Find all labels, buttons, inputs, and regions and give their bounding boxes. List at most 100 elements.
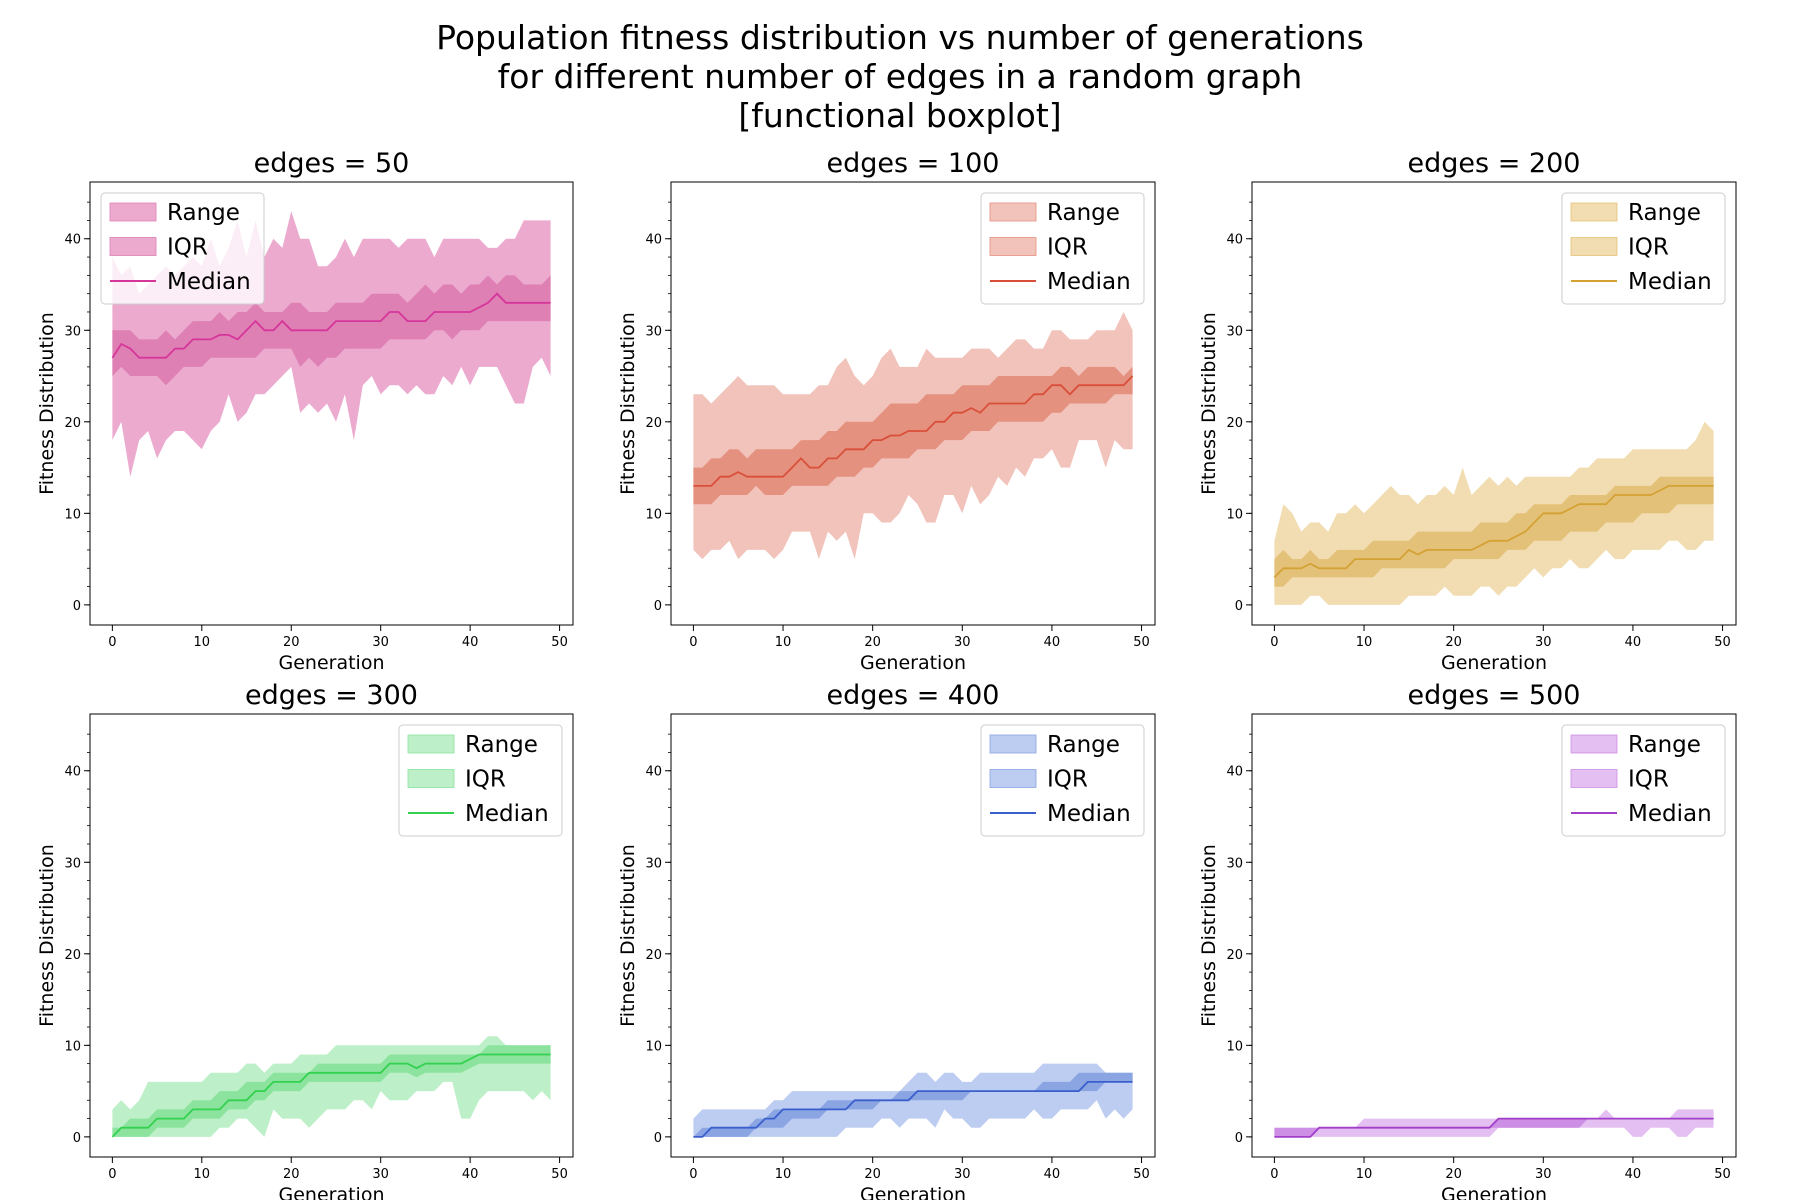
subplot-title: edges = 500 [1408, 680, 1581, 711]
subplot-6: 0 10 20 30 40 50 0 10 20 30 40 edges = 500 Generatio… [1198, 680, 1737, 1200]
x-tick-label: 40 [1044, 1167, 1061, 1182]
x-tick-label: 0 [1270, 1167, 1278, 1182]
plot-area [693, 312, 1134, 560]
x-tick-label: 30 [954, 635, 971, 650]
x-tick-label: 30 [1535, 1167, 1552, 1182]
y-tick-label: 40 [645, 233, 662, 248]
y-tick-label: 30 [1226, 856, 1243, 871]
legend-swatch-range [109, 202, 157, 222]
y-tick-label: 0 [1235, 1131, 1243, 1146]
x-tick-label: 50 [551, 1167, 568, 1182]
y-tick-label: 20 [645, 948, 662, 963]
legend-swatch-range [407, 734, 455, 754]
legend-label: Median [465, 801, 549, 827]
subplot-title: edges = 400 [827, 680, 1000, 711]
x-tick-label: 20 [1445, 1167, 1462, 1182]
y-tick-label: 10 [645, 1039, 662, 1054]
y-tick-label: 10 [64, 1039, 81, 1054]
plot-area [1273, 421, 1714, 605]
y-tick-label: 30 [64, 324, 81, 339]
subplot-1: 0 10 20 30 40 50 0 10 20 30 40 edges = 50 Generation… [36, 148, 574, 674]
x-tick-label: 30 [1535, 635, 1552, 650]
x-tick-label: 40 [1625, 635, 1642, 650]
x-tick-label: 20 [1445, 635, 1462, 650]
y-tick-label: 20 [64, 948, 81, 963]
median-line [693, 375, 1134, 487]
x-tick-label: 10 [194, 1167, 211, 1182]
x-tick-label: 0 [108, 635, 116, 650]
y-tick-label: 20 [1226, 948, 1243, 963]
legend-label: Range [1628, 732, 1701, 758]
x-tick-label: 30 [372, 635, 389, 650]
legend-swatch-iqr [989, 769, 1037, 788]
iqr-band [112, 1045, 551, 1137]
x-tick-label: 0 [108, 1167, 116, 1182]
y-tick-label: 40 [645, 765, 662, 780]
legend: Range IQR Median [398, 724, 563, 837]
y-axis-label: Fitness Distribution [617, 312, 639, 495]
x-tick-label: 40 [1625, 1167, 1642, 1182]
plot-area [693, 1063, 1133, 1138]
legend-swatch-iqr [1570, 237, 1618, 256]
y-tick-label: 0 [654, 599, 662, 614]
x-tick-label: 10 [1356, 1167, 1373, 1182]
x-tick-label: 20 [283, 1167, 300, 1182]
legend-swatch-range [1570, 734, 1618, 754]
y-tick-label: 40 [1226, 765, 1243, 780]
median-line [111, 1053, 551, 1138]
y-tick-label: 30 [1226, 324, 1243, 339]
subplot-title: edges = 50 [254, 148, 410, 179]
y-tick-label: 10 [645, 507, 662, 522]
x-tick-label: 20 [864, 635, 881, 650]
plot-area [111, 1036, 551, 1138]
legend-label: IQR [167, 235, 208, 261]
median-line [1274, 1117, 1714, 1138]
y-tick-label: 0 [1235, 599, 1243, 614]
subplot-5: 0 10 20 30 40 50 0 10 20 30 40 edges = 400 Generatio… [617, 680, 1156, 1200]
legend-swatch-iqr [989, 237, 1037, 256]
iqr-band [693, 366, 1133, 505]
median-line [111, 292, 551, 359]
x-tick-label: 50 [1714, 635, 1731, 650]
y-axis-label: Fitness Distribution [617, 844, 639, 1027]
y-tick-label: 10 [64, 507, 81, 522]
y-tick-label: 30 [645, 856, 662, 871]
x-tick-label: 50 [1714, 1167, 1731, 1182]
legend-label: Median [1628, 801, 1712, 827]
x-tick-label: 40 [462, 1167, 479, 1182]
subplot-2: 0 10 20 30 40 50 0 10 20 30 40 edges = 100 Generatio… [617, 148, 1156, 674]
y-tick-label: 40 [1226, 233, 1243, 248]
legend: Range IQR Median [1561, 724, 1726, 837]
y-axis-label: Fitness Distribution [1198, 844, 1220, 1027]
x-tick-label: 0 [1270, 635, 1278, 650]
legend-swatch-range [989, 734, 1037, 754]
iqr-band [112, 275, 551, 386]
x-tick-label: 50 [1133, 1167, 1150, 1182]
x-tick-label: 10 [775, 1167, 792, 1182]
legend: Range IQR Median [980, 724, 1145, 837]
x-tick-label: 50 [551, 635, 568, 650]
x-tick-label: 20 [283, 635, 300, 650]
legend-label: IQR [1047, 767, 1088, 793]
y-tick-label: 40 [64, 765, 81, 780]
y-tick-label: 40 [64, 233, 81, 248]
median-line [1273, 485, 1714, 579]
figure-title-line-3: [functional boxplot] [738, 96, 1062, 135]
x-tick-label: 40 [462, 635, 479, 650]
y-tick-label: 10 [1226, 1039, 1243, 1054]
legend-label: Range [1628, 200, 1701, 226]
legend-swatch-range [1570, 202, 1618, 222]
legend-swatch-iqr [1570, 769, 1618, 788]
x-tick-label: 0 [689, 1167, 697, 1182]
legend-label: IQR [1628, 767, 1669, 793]
legend-label: IQR [1047, 235, 1088, 261]
x-tick-label: 40 [1044, 635, 1061, 650]
x-tick-label: 0 [689, 635, 697, 650]
x-axis-label: Generation [1441, 1184, 1547, 1200]
y-axis-label: Fitness Distribution [36, 844, 58, 1027]
y-axis-label: Fitness Distribution [1198, 312, 1220, 495]
x-tick-label: 10 [194, 635, 211, 650]
figure-title-line-1: Population fitness distribution vs numbe… [436, 18, 1364, 57]
x-tick-label: 20 [864, 1167, 881, 1182]
